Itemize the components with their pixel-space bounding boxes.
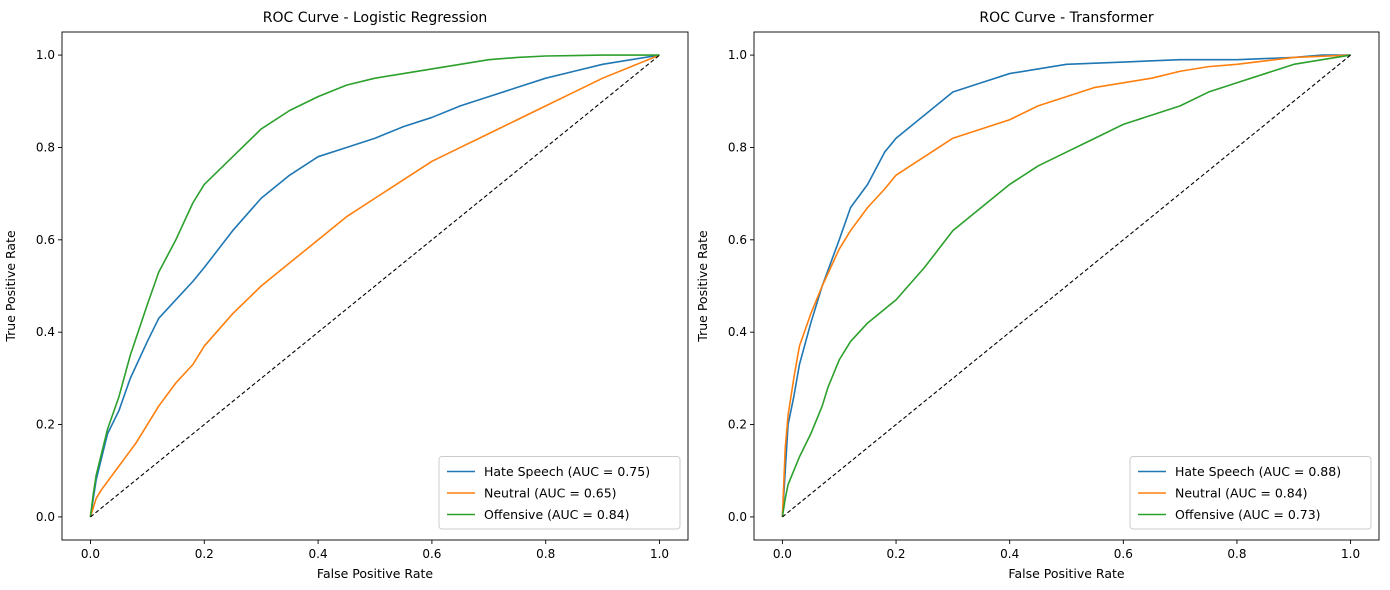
y-tick-label: 0.0 [728, 510, 747, 524]
y-tick-label: 0.2 [728, 418, 747, 432]
plot-frame [61, 31, 689, 541]
y-tick-label: 0.4 [728, 325, 747, 339]
y-tick-label: 0.4 [36, 325, 55, 339]
legend: Hate Speech (AUC = 0.75) Neutral (AUC = 0… [438, 456, 681, 530]
y-tick-label: 0.8 [36, 140, 55, 154]
series-line-0 [781, 54, 1351, 517]
chance-diagonal-line [90, 54, 660, 518]
x-tick-label: 0.0 [773, 547, 792, 561]
legend-label: Neutral (AUC = 0.65) [484, 486, 617, 501]
x-axis-label: False Positive Rate [1008, 566, 1124, 581]
x-tick-label: 0.8 [1227, 547, 1246, 561]
legend-label: Offensive (AUC = 0.84) [484, 507, 630, 522]
y-tick-label: 0.2 [36, 418, 55, 432]
y-tick-label: 0.6 [36, 233, 55, 247]
y-tick-label: 1.0 [36, 48, 55, 62]
y-tick-label: 0.0 [36, 510, 55, 524]
chart-title: ROC Curve - Transformer [979, 10, 1153, 26]
y-tick-label: 1.0 [728, 48, 747, 62]
x-tick-label: 0.0 [81, 547, 100, 561]
chart-panel-transformer: 0.0 0.2 0.4 0.6 0.8 1.0 0.0 0.2 0.4 0.6 0.8 1.0 ROC … [695, 10, 1380, 581]
x-axis-label: False Positive Rate [317, 566, 433, 581]
x-tick-label: 0.2 [195, 547, 214, 561]
legend-label: Hate Speech (AUC = 0.88) [1175, 464, 1341, 479]
plot-frame [753, 31, 1380, 541]
series-line-1 [781, 54, 1351, 517]
x-tick-label: 0.6 [1114, 547, 1133, 561]
series-line-1 [89, 54, 660, 518]
y-axis-label: True Positive Rate [3, 230, 18, 343]
legend-box [438, 456, 681, 530]
legend: Hate Speech (AUC = 0.88) Neutral (AUC = 0… [1129, 456, 1372, 530]
series-line-0 [89, 54, 660, 518]
legend-label: Offensive (AUC = 0.73) [1175, 507, 1321, 522]
x-tick-label: 1.0 [1341, 547, 1360, 561]
x-tick-label: 0.4 [1000, 547, 1019, 561]
y-tick-label: 0.6 [728, 233, 747, 247]
legend-label: Neutral (AUC = 0.84) [1175, 486, 1308, 501]
x-tick-label: 0.6 [422, 547, 441, 561]
chance-diagonal-line [782, 54, 1351, 518]
legend-label: Hate Speech (AUC = 0.75) [484, 464, 650, 479]
series-line-2 [781, 54, 1351, 518]
x-tick-label: 1.0 [650, 547, 669, 561]
x-tick-label: 0.2 [886, 547, 905, 561]
y-tick-label: 0.8 [728, 140, 747, 154]
y-axis-label: True Positive Rate [695, 230, 710, 343]
chart-title: ROC Curve - Logistic Regression [263, 10, 488, 26]
legend-box [1129, 456, 1372, 530]
x-tick-label: 0.8 [536, 547, 555, 561]
series-line-2 [89, 54, 660, 518]
chart-panel-logistic-regression: 0.0 0.2 0.4 0.6 0.8 1.0 0.0 0.2 0.4 0.6 0.8 1.0 ROC … [3, 10, 689, 581]
x-tick-label: 0.4 [309, 547, 328, 561]
